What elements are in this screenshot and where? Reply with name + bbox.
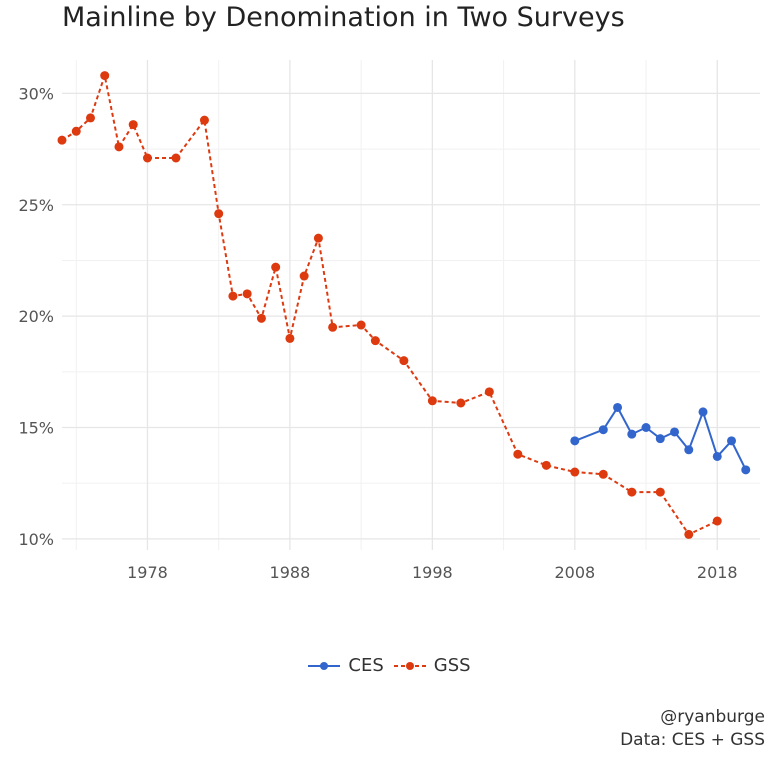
major-gridlines bbox=[62, 60, 760, 550]
data-point-gss bbox=[57, 135, 67, 145]
data-point-gss bbox=[328, 322, 338, 332]
y-tick-label: 20% bbox=[18, 307, 54, 326]
data-point-gss bbox=[541, 460, 551, 470]
data-point-gss bbox=[85, 113, 95, 123]
data-point-ces bbox=[627, 429, 637, 439]
data-point-ces bbox=[655, 434, 665, 444]
data-point-ces bbox=[741, 465, 751, 475]
data-point-gss bbox=[627, 487, 637, 497]
data-point-ces bbox=[613, 402, 623, 412]
data-point-ces bbox=[670, 427, 680, 437]
data-point-ces bbox=[641, 423, 651, 432]
data-point-gss bbox=[299, 271, 309, 281]
data-point-gss bbox=[712, 516, 722, 526]
data-point-gss bbox=[71, 126, 81, 136]
minor-gridlines bbox=[62, 60, 760, 550]
data-point-gss bbox=[128, 120, 138, 130]
chart-title: Mainline by Denomination in Two Surveys bbox=[62, 2, 625, 33]
x-tick-label: 1998 bbox=[412, 563, 453, 582]
data-point-ces bbox=[684, 445, 694, 455]
data-point-gss bbox=[655, 487, 665, 497]
data-point-gss bbox=[242, 289, 252, 299]
data-point-ces bbox=[727, 436, 737, 446]
legend-key-gss bbox=[393, 661, 426, 670]
data-point-gss bbox=[513, 449, 523, 459]
legend-item-ces: CES bbox=[306, 655, 384, 676]
data-point-gss bbox=[427, 396, 437, 406]
data-point-gss bbox=[570, 467, 580, 477]
data-point-gss bbox=[256, 313, 266, 323]
data-point-gss bbox=[285, 333, 295, 343]
x-tick-label: 1978 bbox=[127, 563, 168, 582]
data-point-ces bbox=[698, 407, 708, 417]
data-point-gss bbox=[356, 320, 366, 330]
data-point-gss bbox=[399, 356, 409, 366]
y-axis-tick-labels: 10% 15% 20% 25% 30% bbox=[18, 84, 54, 548]
data-point-gss bbox=[271, 262, 281, 272]
legend-label-ces: CES bbox=[348, 655, 384, 676]
y-tick-label: 10% bbox=[18, 530, 54, 549]
line-chart: 10% 15% 20% 25% 30% 1978 1988 1998 2008 2018 bbox=[18, 60, 760, 582]
data-point-ces bbox=[712, 451, 722, 461]
y-tick-label: 25% bbox=[18, 196, 54, 215]
data-point-gss bbox=[114, 142, 124, 152]
legend-item-gss: GSS bbox=[392, 655, 471, 676]
legend: CES GSS bbox=[0, 655, 777, 676]
data-point-gss bbox=[214, 209, 224, 219]
data-point-gss bbox=[199, 115, 209, 125]
data-point-gss bbox=[100, 71, 110, 81]
caption: @ryanburge Data: CES + GSS bbox=[620, 706, 765, 752]
series-layer bbox=[57, 71, 751, 539]
y-tick-label: 30% bbox=[18, 84, 54, 103]
data-point-gss bbox=[484, 387, 494, 397]
data-point-gss bbox=[142, 153, 152, 163]
data-point-gss bbox=[370, 336, 380, 346]
legend-label-gss: GSS bbox=[433, 655, 471, 676]
data-point-gss bbox=[684, 529, 694, 539]
y-tick-label: 15% bbox=[18, 419, 54, 438]
data-point-ces bbox=[598, 425, 608, 435]
data-point-gss bbox=[313, 233, 323, 243]
x-axis-tick-labels: 1978 1988 1998 2008 2018 bbox=[127, 563, 738, 582]
data-point-gss bbox=[228, 291, 238, 301]
data-point-gss bbox=[456, 398, 466, 408]
series-line-gss bbox=[61, 71, 718, 536]
legend-key-ces bbox=[308, 661, 341, 670]
x-tick-label: 2008 bbox=[554, 563, 595, 582]
caption-source: Data: CES + GSS bbox=[620, 730, 765, 750]
x-tick-label: 1988 bbox=[270, 563, 311, 582]
data-point-gss bbox=[171, 153, 181, 163]
x-tick-label: 2018 bbox=[697, 563, 738, 582]
caption-author: @ryanburge bbox=[660, 707, 765, 727]
data-point-gss bbox=[598, 469, 608, 479]
data-point-ces bbox=[570, 436, 580, 446]
